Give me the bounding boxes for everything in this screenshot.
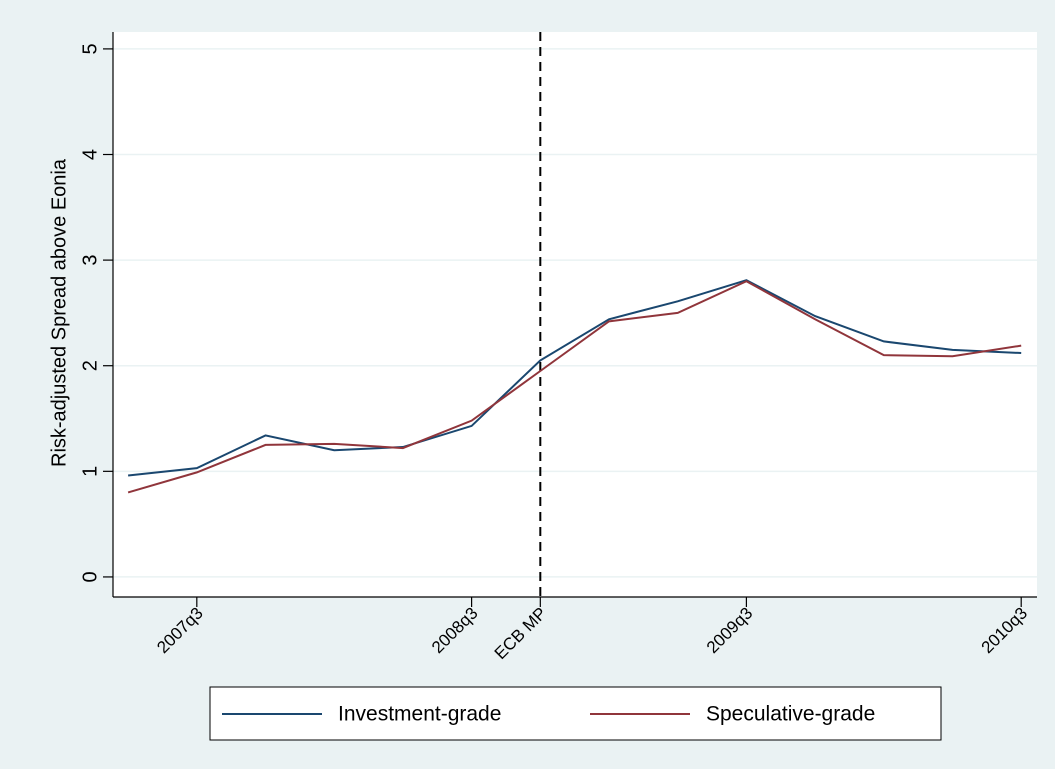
legend-label: Speculative-grade xyxy=(706,703,875,726)
series-line xyxy=(127,280,1022,494)
y-tick-label: 1 xyxy=(79,466,101,477)
y-tick-label: 2 xyxy=(79,360,101,371)
y-tick-label: 5 xyxy=(79,43,101,54)
legend xyxy=(209,686,942,741)
y-tick-label: 0 xyxy=(79,571,101,582)
y-tick-label: 4 xyxy=(79,149,101,160)
y-tick-label: 3 xyxy=(79,255,101,266)
y-axis-label: Risk-adjusted Spread above Eonia xyxy=(48,158,70,467)
series-line xyxy=(128,279,1022,477)
plot-area xyxy=(113,32,1037,597)
legend-label: Investment-grade xyxy=(338,703,501,726)
